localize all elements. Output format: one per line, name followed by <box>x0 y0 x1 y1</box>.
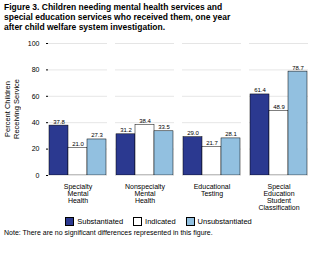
svg-text:38.4: 38.4 <box>139 118 151 124</box>
html-text:Substantiated: Substantiated <box>77 217 124 227</box>
svg-text:20: 20 <box>32 146 40 153</box>
svg-text:33.5: 33.5 <box>158 125 170 131</box>
svg-text:61.4: 61.4 <box>254 88 266 94</box>
svg-text:78.7: 78.7 <box>292 65 304 71</box>
svg-text:40: 40 <box>32 119 40 126</box>
svg-text:28.1: 28.1 <box>225 132 237 138</box>
html-text:Figure 3. Children needing men: Figure 3. Children needing mental health… <box>4 2 231 32</box>
svg-text:SpecialEducationStudentClassif: SpecialEducationStudentClassification <box>258 184 299 212</box>
html-text:Indicated: Indicated <box>145 217 176 227</box>
svg-text:80: 80 <box>32 66 40 73</box>
svg-text:0: 0 <box>36 172 40 179</box>
svg-text:29.0: 29.0 <box>187 131 199 137</box>
html-text:Unsubstantiated: Unsubstantiated <box>197 217 252 227</box>
html-text:Note: There are no significant: Note: There are no significant differenc… <box>4 229 213 237</box>
svg-text:37.8: 37.8 <box>53 119 65 125</box>
svg-text:60: 60 <box>32 93 40 100</box>
svg-text:NonspecialtyMentalHealth: NonspecialtyMentalHealth <box>125 184 166 205</box>
svg-text:21.0: 21.0 <box>72 141 84 147</box>
svg-text:100: 100 <box>28 40 40 47</box>
svg-text:21.7: 21.7 <box>206 140 218 146</box>
svg-text:31.2: 31.2 <box>120 128 132 134</box>
svg-text:27.3: 27.3 <box>91 133 103 139</box>
svg-text:48.9: 48.9 <box>273 104 285 110</box>
svg-text:SpecialtyMentalHealth: SpecialtyMentalHealth <box>64 184 93 205</box>
html-text:Percent Children Receiving Ser: Percent Children Receiving Service <box>3 79 21 140</box>
svg-text:EducationalTesting: EducationalTesting <box>194 184 231 199</box>
